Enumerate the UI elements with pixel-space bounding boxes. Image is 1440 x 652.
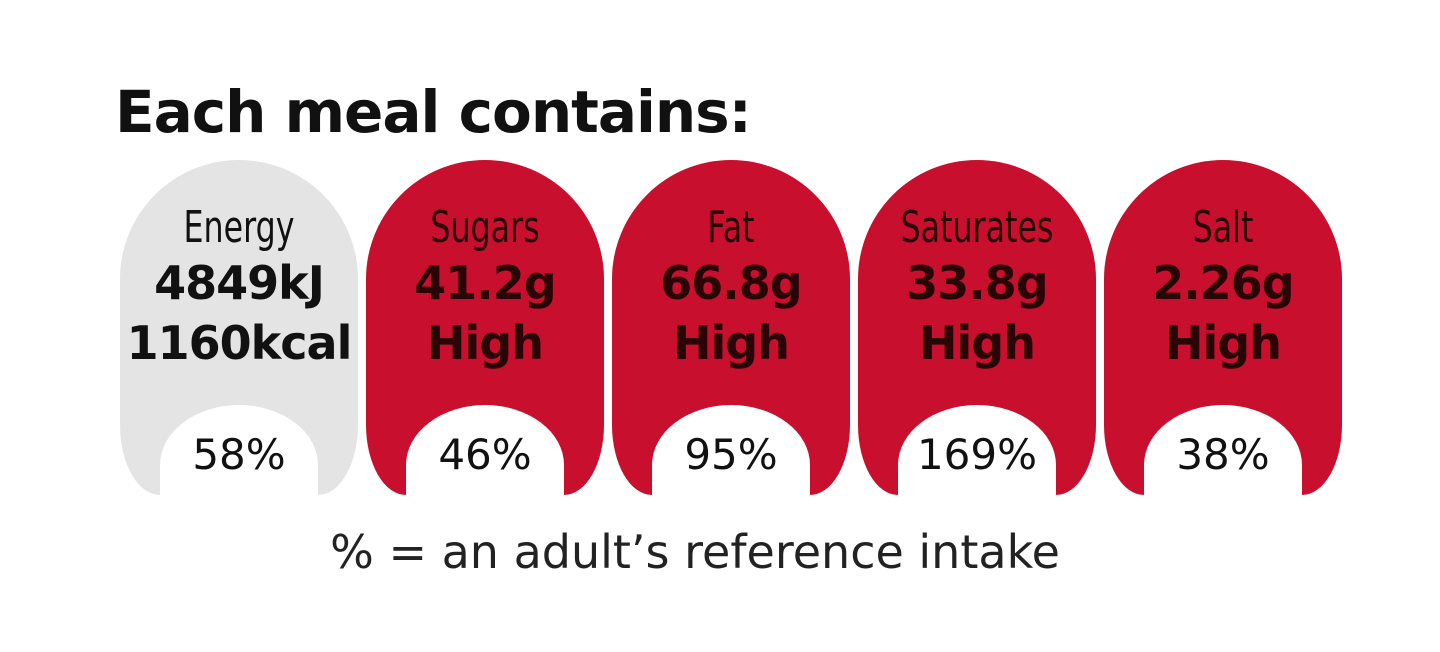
nutrient-value: 2.26g (1152, 256, 1294, 310)
title: Each meal contains: (115, 78, 752, 146)
percent-intake: 46% (406, 405, 564, 495)
nutrient-row: Energy 4849kJ 1160kcal 58% Sugars 41.2g High 46… (120, 160, 1342, 495)
nutrient-card: Salt 2.26g High 38% (1104, 160, 1342, 495)
nutrient-value: 33.8g (906, 256, 1048, 310)
nutrient-name: Saturates (900, 202, 1054, 253)
nutrient-card: Energy 4849kJ 1160kcal 58% (120, 160, 358, 495)
nutrient-name: Sugars (430, 202, 540, 253)
nutrient-value: High (427, 316, 544, 370)
nutrient-card: Sugars 41.2g High 46% (366, 160, 604, 495)
nutrient-name: Fat (707, 202, 755, 253)
nutrient-value: 66.8g (660, 256, 802, 310)
nutrient-value: 4849kJ (154, 256, 325, 310)
nutrient-value: High (673, 316, 790, 370)
footnote: % = an adult’s reference intake (330, 525, 1060, 579)
nutrient-name: Energy (183, 202, 295, 253)
percent-intake: 38% (1144, 405, 1302, 495)
nutrient-value: 1160kcal (126, 316, 353, 370)
nutrient-value: 41.2g (414, 256, 556, 310)
nutrient-card: Fat 66.8g High 95% (612, 160, 850, 495)
nutrient-name: Salt (1192, 202, 1254, 253)
nutrient-card: Saturates 33.8g High 169% (858, 160, 1096, 495)
nutrient-value: High (1165, 316, 1282, 370)
percent-intake: 95% (652, 405, 810, 495)
nutrient-value: High (919, 316, 1036, 370)
percent-intake: 169% (898, 405, 1056, 495)
percent-intake: 58% (160, 405, 318, 495)
